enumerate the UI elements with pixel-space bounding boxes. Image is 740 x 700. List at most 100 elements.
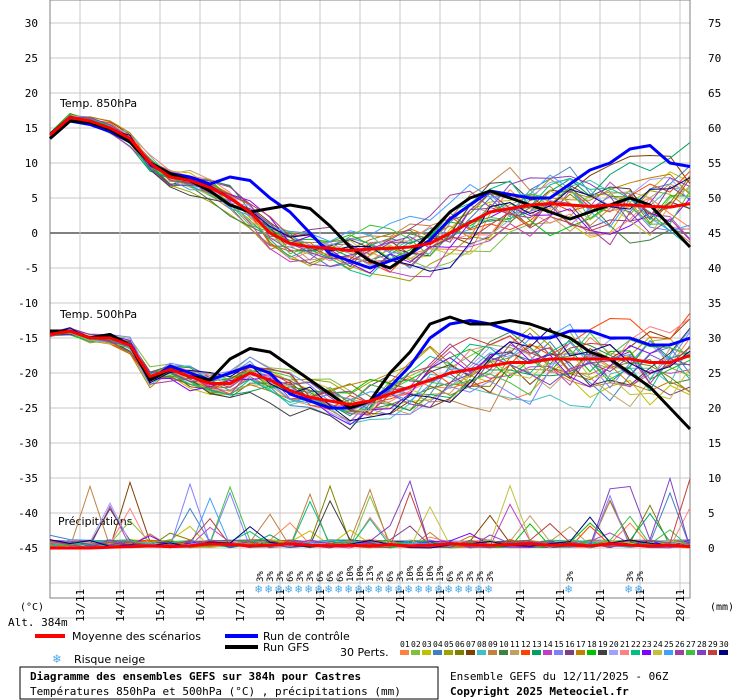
date-label: 22/11	[434, 589, 447, 622]
date-label: 18/11	[274, 589, 287, 622]
date-label: 19/11	[314, 589, 327, 622]
pert-swatch	[554, 650, 563, 655]
pert-swatch	[576, 650, 585, 655]
snow-risk-value: 3%	[466, 571, 476, 582]
series-line	[49, 329, 691, 406]
snow-risk-value: 3%	[626, 571, 636, 582]
snowflake-icon: ❄	[335, 582, 342, 596]
pert-number: 08	[477, 640, 487, 649]
right-tick-label: 65	[708, 87, 721, 100]
pert-swatch	[433, 650, 442, 655]
pert-swatch	[411, 650, 420, 655]
chart-title: Diagramme des ensembles GEFS sur 384h po…	[30, 670, 361, 683]
date-label: 24/11	[514, 589, 527, 622]
pert-number: 28	[697, 640, 707, 649]
date-label: 20/11	[354, 589, 367, 622]
pert-number: 29	[708, 640, 718, 649]
pert-number: 14	[543, 640, 553, 649]
pert-number: 25	[664, 640, 674, 649]
left-tick-label: 30	[25, 17, 38, 30]
pert-number: 03	[422, 640, 432, 649]
right-tick-label: 60	[708, 122, 721, 135]
right-tick-label: 5	[708, 507, 715, 520]
ensemble-member-line	[49, 117, 691, 257]
left-tick-label: 20	[25, 87, 38, 100]
snow-risk-value: 10%	[356, 565, 366, 582]
pert-number: 10	[499, 640, 509, 649]
ensemble-member-line	[49, 329, 691, 425]
pert-number: 22	[631, 640, 641, 649]
snow-risk-value: 3%	[376, 571, 386, 582]
left-tick-label: -20	[18, 367, 38, 380]
pert-swatch	[565, 650, 574, 655]
pert-number: 26	[675, 640, 685, 649]
pert-number: 04	[433, 640, 443, 649]
snowflake-icon: ❄	[285, 582, 292, 596]
legend-perts-label: 30 Perts.	[340, 646, 389, 659]
date-label: 23/11	[474, 589, 487, 622]
date-label: 25/11	[554, 589, 567, 622]
perturbation-legend: 01 02 03 04 05 06 07 08 09 10 11 12 13 14 15 16 17 18 19 20…	[400, 640, 729, 655]
pert-swatch	[422, 650, 431, 655]
date-label: 13/11	[74, 589, 87, 622]
left-tick-label: -30	[18, 437, 38, 450]
pert-swatch	[598, 650, 607, 655]
pert-swatch	[532, 650, 541, 655]
left-unit: (°C)	[20, 602, 44, 613]
right-tick-label: 35	[708, 297, 721, 310]
altitude-label: Alt. 384m	[8, 616, 68, 629]
right-tick-label: 15	[708, 437, 721, 450]
legend-mean-label: Moyenne des scénarios	[72, 630, 201, 643]
ensemble-run-label: Ensemble GEFS du 12/11/2025 - 06Z	[450, 670, 669, 683]
right-tick-label: 20	[708, 402, 721, 415]
snowflake-icon: ❄	[405, 582, 412, 596]
left-tick-label: -40	[18, 507, 38, 520]
snowflake-icon: ❄	[565, 582, 572, 596]
snow-risk-value: 3%	[476, 571, 486, 582]
pert-swatch	[620, 650, 629, 655]
legend-snow-label: Risque neige	[74, 653, 145, 666]
snowflake-icon: ❄	[415, 582, 422, 596]
pert-swatch	[631, 650, 640, 655]
snow-risk-value: 10%	[416, 565, 426, 582]
pert-number: 16	[565, 640, 575, 649]
pert-swatch	[488, 650, 497, 655]
label-t850: Temp. 850hPa	[59, 97, 137, 110]
snow-risk-value: 3%	[486, 571, 496, 582]
pert-swatch	[521, 650, 530, 655]
pert-swatch	[609, 650, 618, 655]
right-tick-label: 45	[708, 227, 721, 240]
snowflake-icon: ❄	[475, 582, 482, 596]
date-axis: 13/11 14/11 15/11 16/11 17/11 18/11 19/11 20/11…	[74, 589, 687, 622]
snow-risk-row: 3%❄3%❄3%❄6%❄3%❄3%❄6%❄6%❄6%❄10%❄10%❄13%❄3…	[255, 565, 646, 596]
chart-subtitle: Températures 850hPa et 500hPa (°C) , pré…	[30, 685, 401, 698]
left-tick-label: -5	[25, 262, 38, 275]
left-tick-label: 0	[31, 227, 38, 240]
plot-frame	[49, 0, 691, 599]
right-tick-label: 70	[708, 52, 721, 65]
pert-number: 24	[653, 640, 663, 649]
pert-number: 09	[488, 640, 498, 649]
pert-number: 17	[576, 640, 586, 649]
snowflake-icon: ❄	[355, 582, 362, 596]
snow-risk-value: 6%	[326, 571, 336, 582]
right-tick-label: 55	[708, 157, 721, 170]
snow-risk-value: 13%	[436, 565, 446, 582]
snow-risk-value: 10%	[406, 565, 416, 582]
snowflake-icon: ❄	[345, 582, 352, 596]
snow-risk-value: 3%	[306, 571, 316, 582]
date-label: 21/11	[394, 589, 407, 622]
snowflake-icon: ❄	[425, 582, 432, 596]
snow-risk-value: 10%	[346, 565, 356, 582]
pert-number: 21	[620, 640, 630, 649]
snow-risk-value: 3%	[396, 571, 406, 582]
pert-swatch	[400, 650, 409, 655]
label-precip: Précipitations	[58, 515, 133, 528]
snowflake-icon: ❄	[315, 582, 322, 596]
pert-number: 02	[411, 640, 421, 649]
left-tick-label: -45	[18, 542, 38, 555]
footer-title-box	[19, 666, 439, 700]
snow-risk-value: 6%	[316, 571, 326, 582]
